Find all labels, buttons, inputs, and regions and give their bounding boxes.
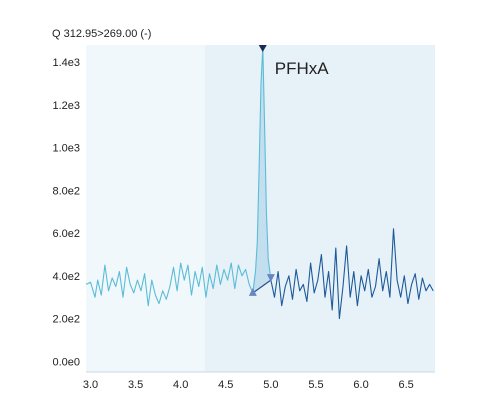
y-tick-label: 6.0e2 [52,228,80,240]
x-tick-label: 3.5 [128,379,143,391]
y-tick-label: 1.4e3 [52,57,80,69]
trace-lines [85,46,434,320]
y-tick-label: 4.0e2 [52,271,80,283]
peak-start-marker [248,287,257,296]
x-tick-label: 5.5 [308,379,323,391]
shaded-band [205,45,435,372]
axis-ticks: 3.0 3.5 4.0 4.5 5.0 5.5 6.0 6.5 0.0e0 2.0e2 4.0e2 6… [52,57,413,391]
trace-light [85,262,254,307]
y-tick-label: 2.0e2 [52,314,80,326]
x-tick-label: 6.5 [398,379,413,391]
x-tick-label: 4.5 [218,379,233,391]
peak-area [252,47,272,294]
y-tick-label: 1.2e3 [52,100,80,112]
x-tick-label: 4.0 [173,379,188,391]
x-tick-label: 6.0 [353,379,368,391]
x-tick-label: 3.0 [83,379,98,391]
peak-baseline [252,279,272,294]
trace-dark [270,228,434,320]
x-tick-label: 5.0 [263,379,278,391]
peak-end-marker [266,274,275,283]
trace-peak [252,46,272,293]
y-tick-label: 1.0e3 [52,143,80,155]
chart-title: Q 312.95>269.00 (-) [52,28,151,40]
peak-label: PFHxA [275,59,330,78]
peak-fill [252,47,271,293]
y-tick-label: 0.0e0 [52,356,80,368]
apex-marker [258,45,267,52]
peak-markers [248,45,275,296]
y-tick-label: 8.0e2 [52,185,80,197]
